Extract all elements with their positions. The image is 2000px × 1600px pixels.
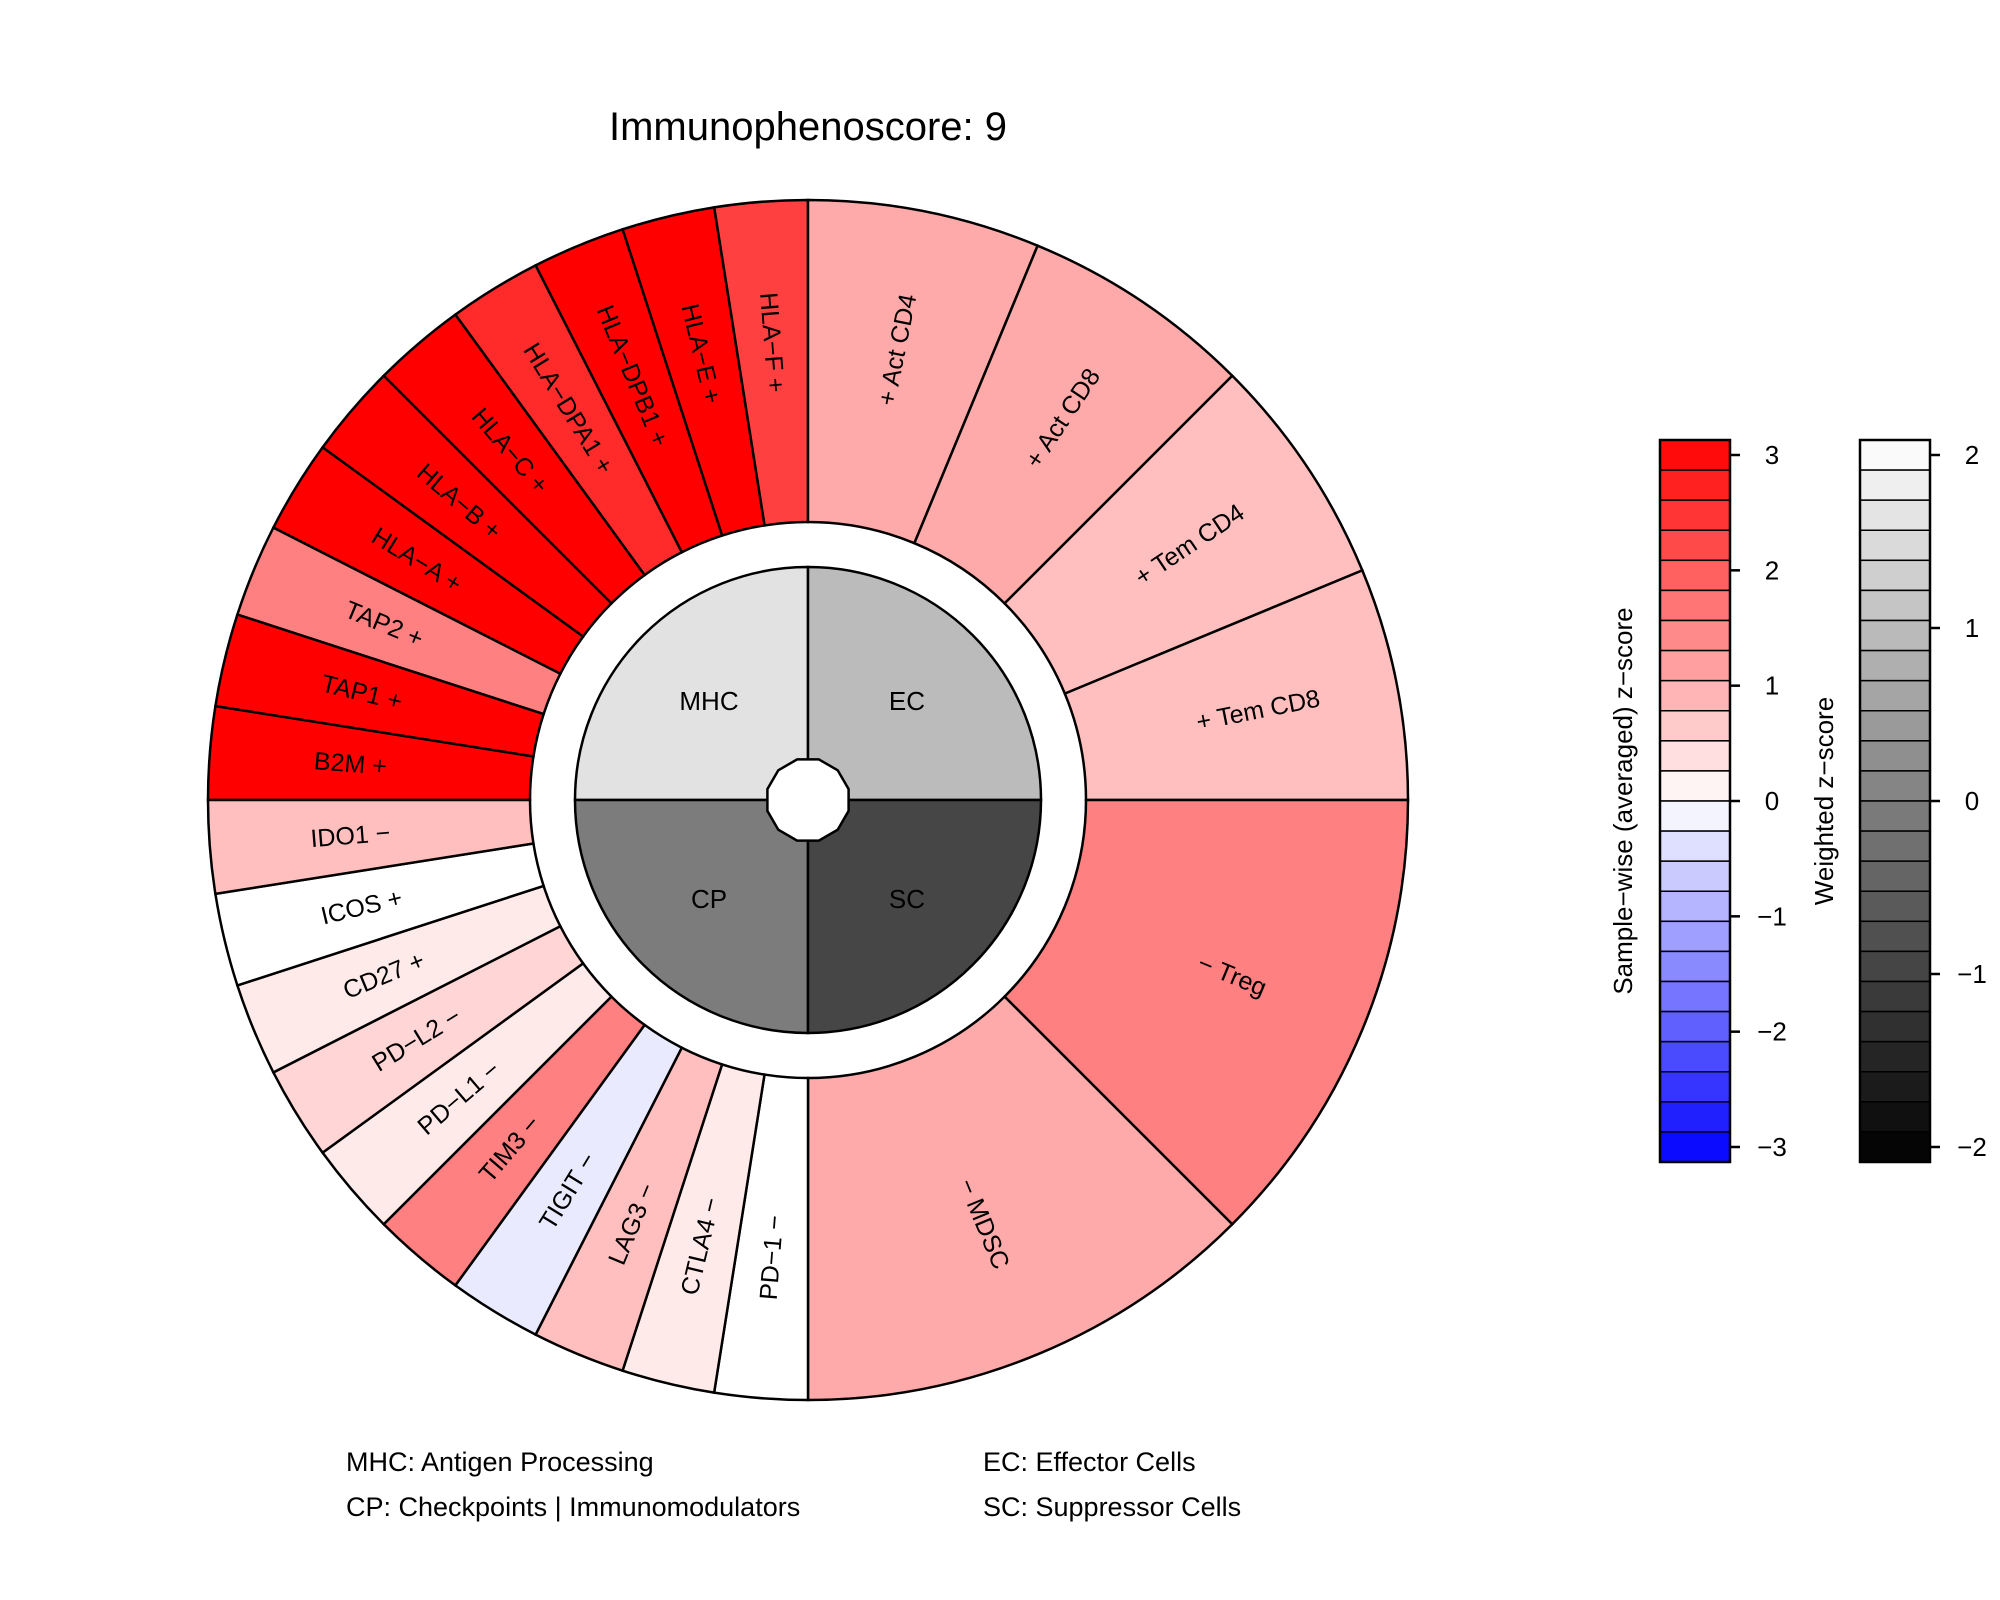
colorbar-tick-label: −2 — [1757, 1017, 1787, 1047]
colorbar-step — [1659, 980, 1731, 1013]
colorbar-tick-label: 1 — [1765, 671, 1779, 701]
colorbar-step — [1659, 1040, 1731, 1073]
segment-hla-a — [271, 445, 585, 676]
category-mhc-label: MHC — [679, 686, 738, 716]
colorbar-tick-label: −3 — [1757, 1132, 1787, 1162]
colorbar-title: Sample−wise (averaged) z−score — [1608, 607, 1638, 994]
segment-ido1-label: IDO1 − — [309, 819, 391, 853]
segment-hla-dpa1 — [453, 263, 684, 577]
colorbar-step — [1859, 920, 1931, 953]
segment-hla-c — [381, 312, 647, 606]
category-ec — [806, 565, 1043, 802]
colorbar-tick-label: 2 — [1965, 440, 1979, 470]
colorbar-step — [1859, 1040, 1931, 1073]
colorbar-step — [1859, 860, 1931, 893]
segment-b2m — [206, 704, 535, 802]
colorbar-step — [1859, 980, 1931, 1013]
footnote-cp: CP: Checkpoints | Immunomodulators — [346, 1492, 800, 1522]
colorbar-step — [1859, 499, 1931, 531]
colorbar-step — [1659, 1010, 1731, 1043]
colorbar-step — [1859, 800, 1931, 832]
colorbar-tick-label: 0 — [1765, 786, 1779, 816]
colorbar-step — [1659, 1131, 1731, 1163]
colorbar-step — [1659, 469, 1731, 501]
segment-pd-1-label: PD−1 − — [755, 1214, 790, 1301]
colorbar-step — [1859, 770, 1931, 802]
colorbar-step — [1859, 529, 1931, 562]
center-hole — [766, 758, 850, 842]
colorbar-step — [1659, 529, 1731, 562]
footnote-ec: EC: Effector Cells — [983, 1447, 1196, 1477]
colorbar-step — [1659, 499, 1731, 531]
category-ec-label: EC — [889, 686, 925, 716]
colorbar-step — [1659, 439, 1731, 471]
footnotes: MHC: Antigen Processing EC: Effector Cel… — [346, 1447, 1241, 1522]
colorbar-step — [1659, 860, 1731, 893]
colorbar-step — [1659, 830, 1731, 862]
segment-tap1 — [213, 613, 546, 758]
segment-hla-b — [320, 373, 614, 639]
colorbar-tick-label: −1 — [1957, 959, 1987, 989]
colorbar-step — [1659, 619, 1731, 652]
footnote-sc: SC: Suppressor Cells — [983, 1492, 1241, 1522]
colorbar-step — [1859, 1071, 1931, 1103]
chart-title: Immunophenoscore: 9 — [609, 105, 1007, 149]
colorbar-step — [1659, 649, 1731, 682]
colorbar-step — [1659, 890, 1731, 923]
segment-hla-dpb1 — [533, 227, 724, 554]
colorbar-step — [1859, 679, 1931, 712]
colorbar-step — [1659, 679, 1731, 712]
segment-mdsc — [806, 994, 1235, 1402]
colorbar-step — [1659, 1071, 1731, 1103]
outer-ring: HLA−F +HLA−E +HLA−DPB1 +HLA−DPA1 +HLA−C … — [206, 198, 1410, 1402]
colorbar-weighted-z-score: 2 1 0 −1 −2 Weighted z−score — [1809, 438, 1987, 1164]
colorbar-step — [1659, 710, 1731, 742]
colorbar-step — [1859, 950, 1931, 983]
category-cp — [573, 798, 810, 1035]
colorbar-step — [1859, 1131, 1931, 1163]
colorbar-step — [1859, 1101, 1931, 1133]
colorbar-z-score: 3 2 1 0 −1 −2 −3 Sample−wise (averaged) z−score — [1608, 438, 1787, 1164]
segment-b2m-label: B2M + — [313, 747, 388, 781]
colorbar-step — [1659, 1101, 1731, 1133]
segment-hla-e — [621, 205, 766, 538]
inner-disc: MHC EC CP SC — [573, 565, 1043, 1035]
category-mhc — [573, 565, 810, 802]
category-cp-label: CP — [691, 884, 727, 914]
colorbar-step — [1659, 920, 1731, 953]
colorbar-step — [1659, 589, 1731, 622]
colorbar-step — [1659, 950, 1731, 983]
segment-ido1 — [206, 798, 535, 896]
segment-tap2 — [235, 525, 562, 716]
category-sc-label: SC — [889, 884, 925, 914]
colorbar-step — [1859, 469, 1931, 501]
colorbar-tick-label: −2 — [1957, 1132, 1987, 1162]
colorbar-title: Weighted z−score — [1809, 697, 1839, 905]
colorbar-step — [1659, 770, 1731, 802]
colorbar-step — [1859, 619, 1931, 652]
colorbar-step — [1659, 559, 1731, 592]
colorbar-step — [1859, 710, 1931, 742]
colorbar-step — [1659, 740, 1731, 772]
colorbar-tick-label: −1 — [1757, 901, 1787, 931]
colorbar-step — [1859, 589, 1931, 622]
colorbar-step — [1859, 830, 1931, 862]
colorbar-step — [1659, 800, 1731, 832]
colorbar-step — [1859, 649, 1931, 682]
colorbar-step — [1859, 559, 1931, 592]
colorbar-step — [1859, 740, 1931, 772]
colorbar-tick-label: 0 — [1965, 786, 1979, 816]
colorbar-step — [1859, 890, 1931, 923]
colorbar-step — [1859, 439, 1931, 471]
colorbar-tick-label: 3 — [1765, 440, 1779, 470]
colorbar-tick-label: 1 — [1965, 613, 1979, 643]
colorbar-step — [1859, 1010, 1931, 1043]
footnote-mhc: MHC: Antigen Processing — [346, 1447, 654, 1477]
colorbar-tick-label: 2 — [1765, 555, 1779, 585]
segment-treg — [1002, 798, 1410, 1227]
category-sc — [806, 798, 1043, 1035]
